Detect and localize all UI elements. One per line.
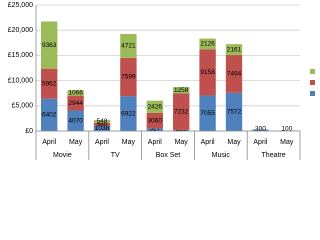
bar-segment [199, 38, 216, 50]
bar-segment [173, 93, 190, 130]
x-tick-label: April [201, 139, 215, 146]
data-label: 7232 [174, 108, 189, 115]
data-label: 7572 [227, 109, 242, 116]
chart: £0 £5,000 £10,000 £15,000 £20,000 £25,000 6402… [8, 2, 315, 160]
y-tick-label: £20,000 [8, 27, 33, 34]
group-label: Music [212, 152, 231, 159]
bar-segment [120, 34, 137, 58]
data-label: 100 [281, 126, 292, 133]
data-label: 7055 [200, 110, 215, 117]
bar-segment [120, 96, 137, 131]
bar-segment [41, 21, 58, 69]
data-label: 4721 [121, 43, 136, 50]
data-label: 4070 [68, 117, 83, 124]
y-tick-label: £0 [25, 128, 33, 135]
bar-segment [146, 100, 163, 113]
data-label: 5962 [42, 80, 57, 87]
bar-segment [146, 112, 163, 129]
data-label: 6402 [42, 112, 57, 119]
x-tick-label: May [175, 139, 189, 146]
y-tick-label: £15,000 [8, 52, 33, 59]
bar-segment [93, 120, 111, 123]
data-label: 2126 [200, 41, 215, 48]
data-label: 527 [149, 126, 160, 133]
bar-segment [67, 95, 84, 111]
data-label: 6922 [121, 110, 136, 117]
data-label: 9363 [42, 42, 57, 49]
bar-segment [67, 90, 84, 96]
bar-segment [225, 55, 243, 93]
group-label: Box Set [156, 152, 181, 159]
data-label: 1066 [68, 90, 83, 97]
y-tick-label: £25,000 [8, 2, 33, 9]
bar-segment [199, 49, 216, 96]
x-tick-label: April [95, 139, 109, 146]
x-tick-label: April [148, 139, 162, 146]
bar-segment [199, 95, 216, 131]
data-label: 300 [255, 126, 266, 133]
x-tick-label: May [227, 139, 241, 146]
data-label: 548 [97, 118, 108, 125]
bar-segment [41, 98, 58, 131]
data-label: 9158 [200, 69, 215, 76]
legend-swatch [310, 91, 315, 96]
x-tick-label: May [69, 139, 83, 146]
data-label: 2426 [148, 104, 163, 111]
y-tick-label: £10,000 [8, 77, 33, 84]
bar-segment [225, 92, 243, 131]
group-label: Theatre [262, 152, 286, 159]
bar-segment [67, 110, 84, 131]
x-tick-label: April [253, 139, 267, 146]
x-tick-label: May [280, 139, 294, 146]
y-tick-label: £5,000 [12, 103, 34, 110]
data-label: 580 [97, 121, 108, 128]
data-label: 1258 [174, 87, 189, 94]
group-label: Movie [53, 152, 72, 159]
bar-segment [252, 129, 269, 131]
data-label: 2944 [68, 100, 83, 107]
bar-segment [93, 122, 111, 126]
legend-swatch [310, 69, 315, 74]
data-label: 7599 [121, 74, 136, 81]
bar-segment [120, 57, 137, 97]
bar-segment [173, 129, 190, 131]
bar-segment [173, 87, 190, 94]
data-label: 1038 [95, 125, 110, 132]
bar-segment [41, 68, 58, 99]
data-label: 7494 [227, 71, 242, 78]
bar-segment [93, 125, 111, 131]
x-tick-label: May [122, 139, 136, 146]
x-tick-label: April [42, 139, 56, 146]
bar-segment [146, 128, 163, 131]
legend-swatch [310, 80, 315, 85]
data-label: 3060 [148, 117, 163, 124]
bar-segment [225, 44, 243, 56]
data-label: 2161 [227, 46, 242, 53]
group-label: TV [111, 152, 120, 159]
